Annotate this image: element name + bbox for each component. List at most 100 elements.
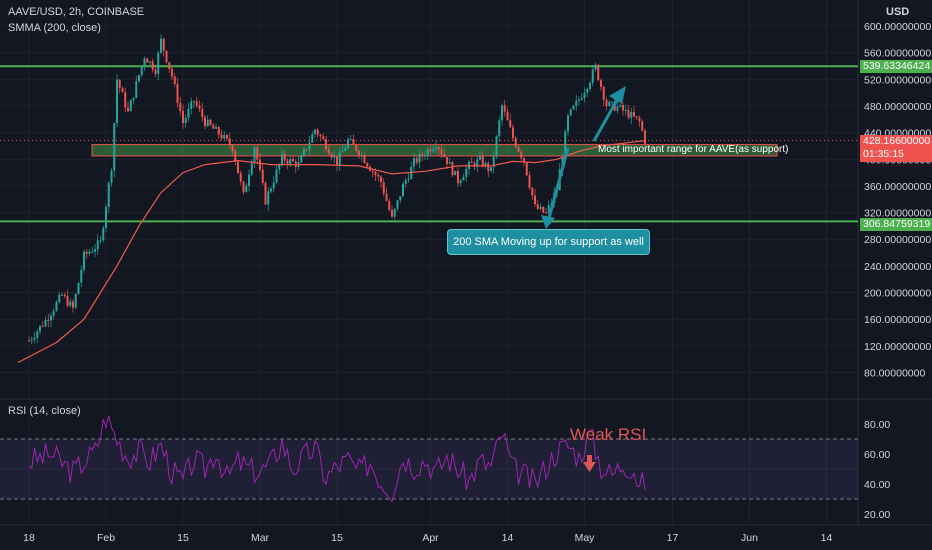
price-candle <box>187 108 190 118</box>
price-candle <box>206 119 209 127</box>
price-candle <box>616 106 619 111</box>
price-axis-label: 320.00000000 <box>864 208 931 220</box>
price-candle <box>602 86 605 100</box>
price-candle <box>344 147 347 151</box>
price-candle <box>66 295 69 306</box>
price-candle <box>402 183 404 197</box>
price-candle <box>512 127 514 139</box>
price-candle <box>424 155 426 157</box>
price-candle <box>85 251 88 254</box>
price-candle <box>528 175 531 188</box>
price-candle <box>622 105 624 111</box>
price-candle <box>330 153 333 158</box>
price-candle <box>624 109 627 111</box>
price-axis-label: 160.00000000 <box>864 314 931 326</box>
price-candle <box>99 240 102 242</box>
up-arrow-head <box>609 86 626 104</box>
price-candle <box>226 134 228 139</box>
price-candle <box>190 101 193 109</box>
price-candle <box>586 88 589 93</box>
price-candle <box>391 209 393 217</box>
price-candle <box>426 149 429 156</box>
price-candle <box>278 164 281 170</box>
price-candle <box>459 180 462 184</box>
price-candle <box>479 156 481 160</box>
price-candle <box>644 130 646 144</box>
price-candle <box>127 107 129 112</box>
price-candle <box>327 149 330 154</box>
price-candle <box>77 282 80 294</box>
price-candle <box>316 129 319 135</box>
price-candle <box>239 173 242 182</box>
price-candle <box>476 159 479 167</box>
rsi-axis-label: 60.00 <box>864 449 890 461</box>
price-candle <box>116 79 118 124</box>
price-candle <box>83 251 85 270</box>
callout-arrow-shaft <box>546 147 570 223</box>
price-candle <box>498 120 501 137</box>
price-candle <box>627 109 630 118</box>
price-candle <box>547 205 550 213</box>
price-candle <box>36 331 39 338</box>
price-candle <box>146 58 149 63</box>
time-axis-label: May <box>575 532 596 544</box>
lower-level-price-tag: 306.84759319 <box>860 218 932 231</box>
price-candle <box>633 111 635 117</box>
price-candle <box>443 154 446 158</box>
price-candle <box>575 100 578 106</box>
price-candle <box>39 325 41 332</box>
price-candle <box>355 144 358 151</box>
price-candle <box>630 111 633 118</box>
price-candle <box>319 134 322 137</box>
price-candle <box>347 139 349 148</box>
price-candle <box>102 227 105 241</box>
price-candle <box>267 191 270 205</box>
price-candle <box>338 152 341 166</box>
price-candle <box>154 69 157 74</box>
price-axis-label: 200.00000000 <box>864 288 931 300</box>
price-candle <box>234 151 237 162</box>
price-candle <box>473 163 476 167</box>
price-candle <box>462 177 465 181</box>
rsi-line <box>28 415 646 503</box>
price-candle <box>589 82 591 89</box>
time-axis-label: Feb <box>97 532 115 544</box>
weak-rsi-arrow-shaft <box>587 455 592 463</box>
price-candle <box>580 98 583 100</box>
price-candle <box>514 138 517 147</box>
sma-callout-box[interactable]: 200 SMA Moving up for support as well <box>447 229 650 255</box>
price-candle <box>270 188 272 192</box>
price-candle <box>289 158 292 164</box>
price-candle <box>495 136 498 157</box>
price-candle <box>256 147 259 160</box>
price-candle <box>501 105 503 121</box>
price-candle <box>517 146 520 152</box>
price-candle <box>421 153 424 156</box>
price-candle <box>113 123 116 171</box>
price-candle <box>245 186 248 193</box>
price-candle <box>349 139 352 141</box>
price-candle <box>374 171 377 175</box>
bar-countdown-timer: 01:35:15 <box>863 148 904 160</box>
price-candle <box>509 120 512 128</box>
price-candle <box>539 206 542 209</box>
price-candle <box>523 158 525 163</box>
price-candle <box>611 101 613 103</box>
price-candle <box>470 161 473 164</box>
price-candle <box>242 181 245 193</box>
price-candle <box>118 79 121 88</box>
price-candle <box>151 61 154 70</box>
price-candle <box>490 167 492 171</box>
price-candle <box>281 153 283 165</box>
price-candle <box>534 195 536 205</box>
price-candle <box>140 65 143 75</box>
price-candle <box>168 62 171 69</box>
price-candle <box>305 149 308 151</box>
price-candle <box>124 92 127 108</box>
price-candle <box>399 196 402 201</box>
price-candle <box>371 170 374 172</box>
price-candle <box>448 162 451 165</box>
price-candle <box>201 108 204 118</box>
price-candle <box>272 182 275 189</box>
